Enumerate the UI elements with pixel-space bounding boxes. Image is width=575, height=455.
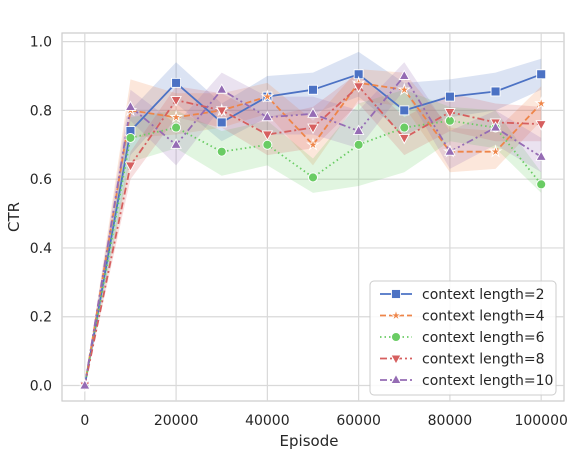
data-point-s2 <box>488 144 503 158</box>
data-point-s2 <box>260 89 275 103</box>
x-tick-label: 0 <box>80 413 89 429</box>
data-point-s4 <box>170 96 182 107</box>
data-point-s3 <box>353 139 364 150</box>
legend-label-1: context length=2 <box>422 287 544 303</box>
data-point-s4 <box>352 82 365 93</box>
data-point-s5 <box>398 69 411 80</box>
x-tick-label: 80000 <box>428 413 473 429</box>
series-line-4 <box>83 85 542 386</box>
series-line-2 <box>83 82 542 386</box>
data-point-s2 <box>534 96 549 110</box>
data-point-s1 <box>444 91 455 102</box>
data-point-s5 <box>170 138 182 149</box>
data-point-s3 <box>171 122 182 133</box>
data-point-s4 <box>261 130 274 141</box>
x-axis-label: Episode <box>280 432 339 450</box>
data-point-s2 <box>397 82 412 96</box>
x-tick-label: 20000 <box>154 413 199 429</box>
legend-box <box>369 280 557 396</box>
data-point-s4 <box>535 120 547 131</box>
x-tick-labels: 0 20000 40000 60000 80000 100000 <box>80 413 568 429</box>
data-point-s3 <box>399 122 410 133</box>
data-point-s5 <box>215 83 228 94</box>
data-point-s5 <box>261 110 274 122</box>
legend-label-2: context length=4 <box>422 309 545 325</box>
data-point-s1 <box>490 86 501 97</box>
data-point-s2 <box>306 137 320 151</box>
series-line-5 <box>83 75 542 386</box>
y-tick-label: 1.0 <box>30 35 52 51</box>
legend-marker-4 <box>390 354 402 365</box>
data-point-s4 <box>444 108 456 119</box>
data-point-s2 <box>169 109 184 124</box>
confidence-band-1 <box>84 51 542 386</box>
data-point-s3 <box>216 146 227 157</box>
y-tick-labels: 0.0 0.2 0.4 0.6 0.8 1.0 <box>30 35 52 395</box>
legend-label-5: context length=10 <box>422 373 553 389</box>
data-point-s5 <box>489 121 502 132</box>
legend-marker-1 <box>391 289 401 299</box>
legend-label-3: context length=6 <box>422 330 545 346</box>
x-tick-label: 100000 <box>514 413 567 429</box>
data-point-s5 <box>352 124 365 135</box>
legend-marker-5 <box>390 373 402 384</box>
legend-marker-3 <box>391 332 401 342</box>
data-point-s3 <box>262 139 273 150</box>
data-point-s3 <box>125 132 136 143</box>
data-point-s3 <box>308 172 318 183</box>
data-point-s1 <box>399 105 410 116</box>
data-point-s5 <box>79 379 91 390</box>
data-point-s1 <box>536 69 547 80</box>
data-point-s5 <box>307 107 319 118</box>
data-point-s4 <box>307 123 319 135</box>
data-point-s4 <box>215 106 228 117</box>
y-tick-label: 0.0 <box>30 379 52 395</box>
confidence-band-4 <box>84 72 542 386</box>
y-tick-label: 0.2 <box>30 310 52 326</box>
data-point-s1 <box>308 84 318 95</box>
y-axis-label: CTR <box>5 202 23 232</box>
series-markers <box>77 69 549 392</box>
legend-label-4: context length=8 <box>422 352 544 368</box>
x-tick-label: 40000 <box>245 413 290 429</box>
data-point-s5 <box>535 150 547 161</box>
data-point-s4 <box>124 161 137 172</box>
data-point-s5 <box>124 100 137 111</box>
data-point-s1 <box>216 117 227 128</box>
data-point-s5 <box>444 145 456 156</box>
y-tick-label: 0.8 <box>30 103 52 119</box>
legend: context length=2 context length=4 context … <box>369 280 557 396</box>
y-tick-label: 0.4 <box>30 241 52 257</box>
x-tick-label: 60000 <box>336 413 381 429</box>
legend-marker-2 <box>389 308 403 322</box>
data-point-s3 <box>536 179 547 190</box>
y-tick-label: 0.6 <box>30 172 52 188</box>
data-point-s1 <box>171 77 182 88</box>
data-point-s4 <box>398 133 411 145</box>
